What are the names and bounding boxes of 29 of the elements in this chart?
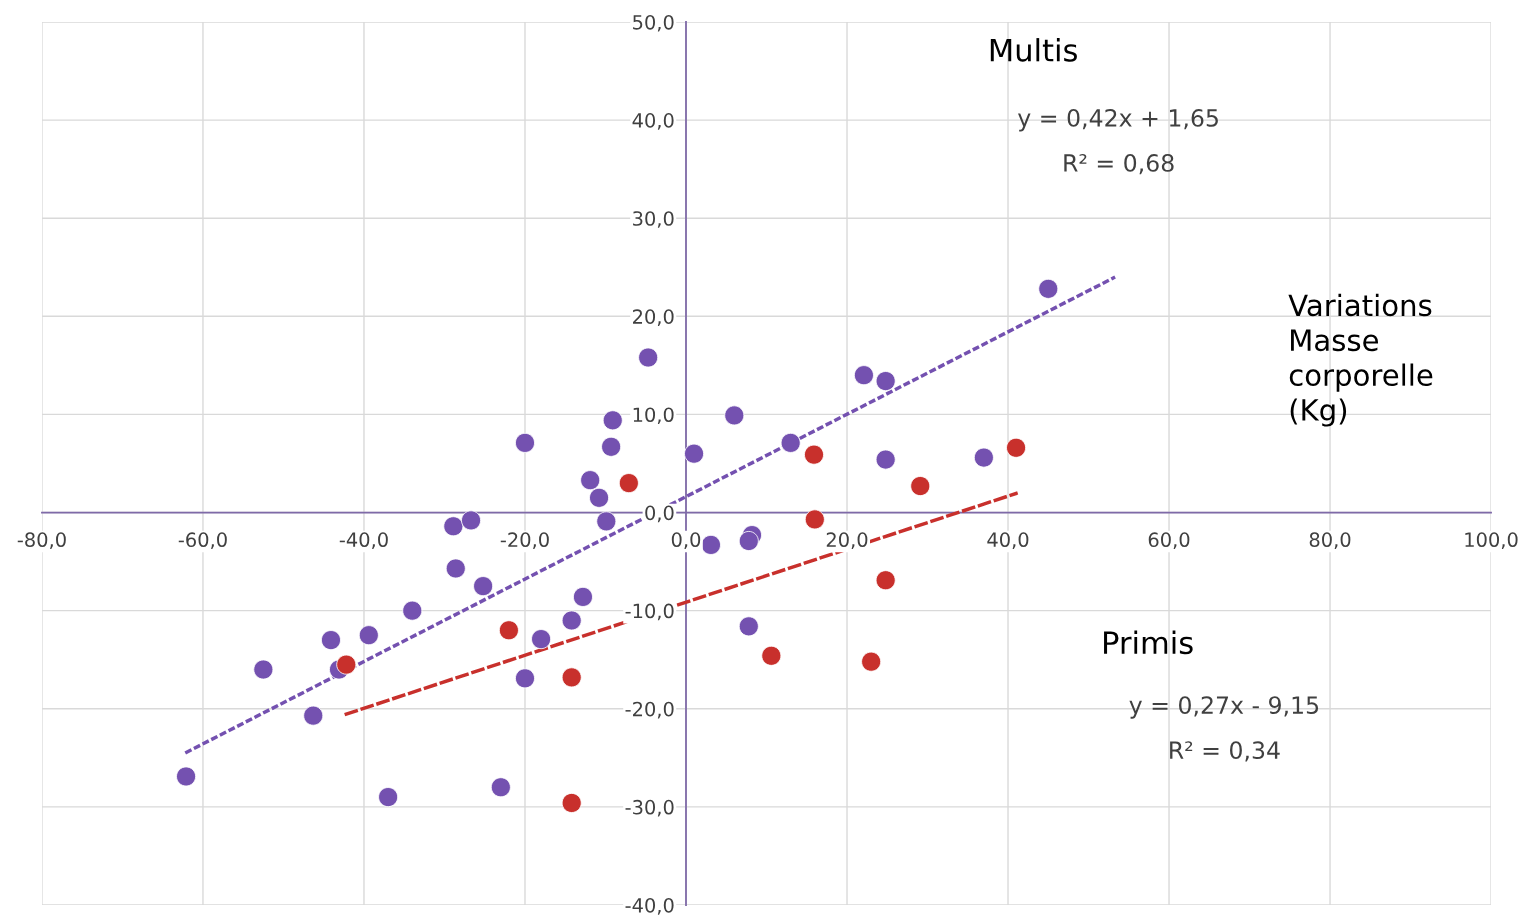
y-tick-label: -40,0 <box>625 897 674 915</box>
x-tick-label: 80,0 <box>1309 532 1351 550</box>
x-tick-label: -20,0 <box>500 532 549 550</box>
y-tick-label: -20,0 <box>625 701 674 719</box>
annotation: R² = 0,34 <box>1170 741 1280 762</box>
y-axis-title: Variations Masse corporelle (Kg) <box>1288 293 1433 427</box>
x-tick-label: 40,0 <box>987 532 1029 550</box>
annotation: y = 0,42x + 1,65 <box>1017 108 1218 132</box>
y-tick-label: 10,0 <box>633 407 674 425</box>
text: Primis <box>1104 630 1193 655</box>
y-tick-label: 0,0 <box>645 505 674 523</box>
annotation: R² = 0,68 <box>1064 154 1174 175</box>
y-tick-label: 20,0 <box>633 309 674 326</box>
x-tick-label: -80,0 <box>17 532 66 550</box>
x-tick-label: 0,0 <box>671 532 701 550</box>
point <box>861 651 882 672</box>
point <box>724 405 745 426</box>
x-tick-label: -40,0 <box>339 532 388 550</box>
x-tick-label: -60,0 <box>178 532 227 550</box>
y-tick-label: -30,0 <box>625 799 674 817</box>
y-tick-label: 50,0 <box>633 14 674 32</box>
annotation: y = 0,27x - 9,15 <box>1129 696 1319 719</box>
y-tick-label: 40,0 <box>632 113 674 130</box>
x-tick-label: 60,0 <box>1148 532 1190 550</box>
text: Multis <box>990 38 1077 62</box>
x-tick-label: 20,0 <box>826 532 868 550</box>
y-tick-label: -10,0 <box>625 603 674 621</box>
x-tick-label: 100,0 <box>1465 532 1518 550</box>
y-tick-label: 30,0 <box>633 211 674 228</box>
